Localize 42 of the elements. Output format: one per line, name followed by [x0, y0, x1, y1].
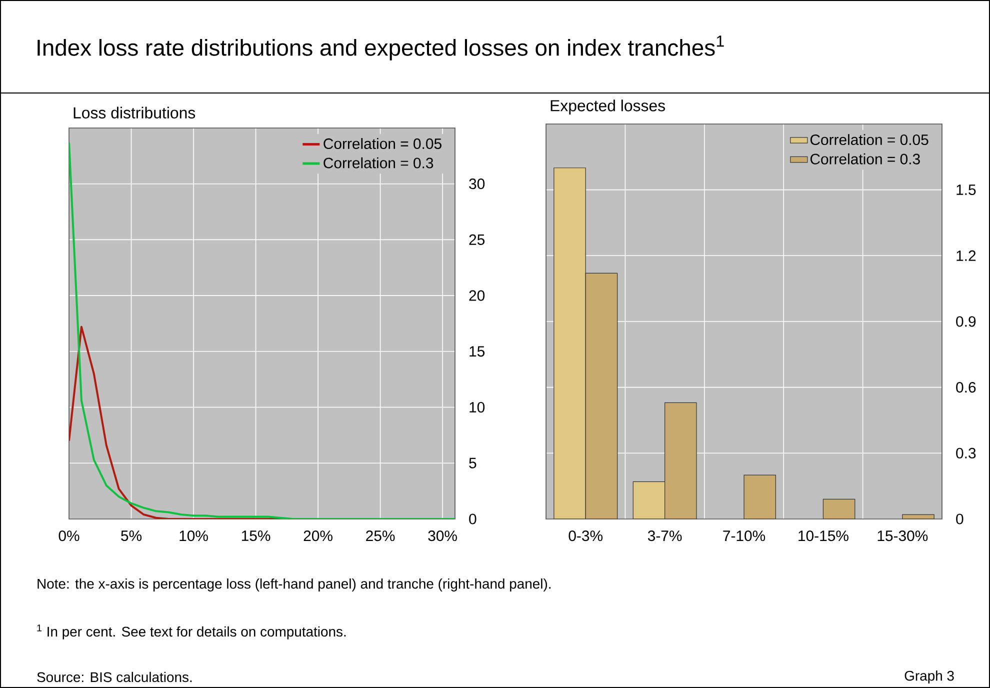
x-tick-label: 0-3%	[568, 530, 603, 542]
legend-label: Correlation = 0.05	[324, 138, 442, 150]
y-tick-label: 0.3	[956, 448, 976, 458]
x-tick-label: 7-10%	[723, 530, 766, 542]
y-tick-label: 25	[469, 234, 485, 245]
text: Note: the x-axis is percentage loss (left-hand panel) and tranche (right-hand panel).	[38, 578, 550, 592]
text: Index loss rate distributions and expected losses on index tranches$^{1}$	[38, 36, 724, 60]
y-tick-label: 20	[469, 290, 485, 301]
chart-title: Expected losses	[550, 100, 665, 114]
y-tick-label: 1.5	[956, 184, 976, 196]
x-tick-label: 20%	[304, 530, 332, 542]
caption: Graph 3	[904, 670, 954, 684]
x-tick-label: 30%	[428, 530, 457, 542]
bar	[744, 474, 776, 519]
y-tick-label: 1.2	[956, 250, 976, 261]
y-tick-label: 0	[469, 514, 476, 524]
y-tick-label: 5	[469, 458, 476, 468]
bar	[585, 272, 618, 519]
bar	[822, 498, 856, 519]
x-tick-label: 10%	[180, 530, 208, 542]
text: $^{1}$ In per cent. See text for details on computations.	[37, 624, 346, 640]
x-tick-label: 25%	[366, 530, 395, 542]
y-tick-label: 15	[470, 346, 485, 357]
bar	[664, 402, 697, 519]
x-tick-label: 10-15%	[798, 530, 848, 542]
source-note: Source: BIS calculations.	[37, 672, 192, 682]
y-tick-label: 0	[956, 514, 964, 524]
y-tick-label: 0.9	[956, 316, 976, 327]
y-tick-label: 30	[469, 178, 485, 190]
legend-label: Correlation = 0.05	[810, 134, 928, 146]
x-tick-label: 5%	[121, 530, 142, 542]
x-tick-label: 15%	[242, 530, 270, 542]
x-tick-label: 15-30%	[878, 530, 928, 542]
y-tick-label: 10	[470, 402, 485, 413]
y-tick-label: 0.6	[956, 382, 976, 393]
x-tick-label: 3-7%	[648, 530, 682, 542]
bar	[632, 481, 666, 519]
chart-title: Loss distributions	[74, 106, 196, 118]
x-tick-label: 0%	[58, 530, 80, 542]
legend-label: Correlation = 0.3	[324, 157, 434, 168]
bar	[554, 168, 586, 519]
legend-label: Correlation = 0.3	[810, 153, 920, 164]
